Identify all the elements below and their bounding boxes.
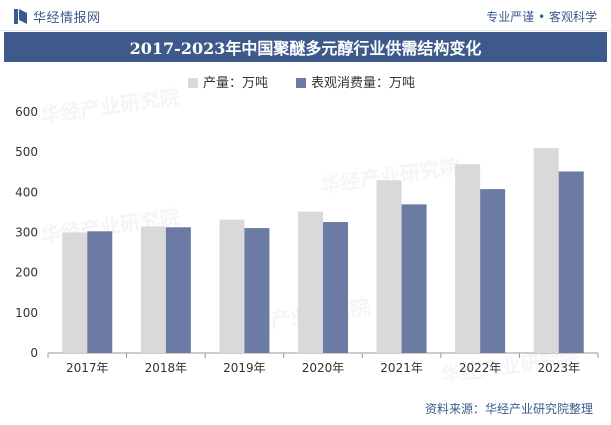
title-bar: 2017-2023年中国聚醚多元醇行业供需结构变化 (4, 32, 607, 62)
production-bar (376, 180, 402, 353)
y-tick-label: 600 (15, 105, 38, 119)
x-tick-label: 2020年 (302, 361, 345, 375)
header-bar: 华经情报网 专业严谨 • 客观科学 (0, 0, 611, 31)
brand: 华经情报网 (14, 7, 101, 26)
y-tick-label: 0 (30, 346, 38, 360)
source-note: 资料来源：华经产业研究院整理 (424, 402, 593, 416)
y-tick-label: 400 (15, 185, 38, 199)
y-tick-label: 300 (15, 226, 38, 240)
x-tick-label: 2023年 (537, 361, 580, 375)
x-tick-label: 2021年 (380, 361, 423, 375)
y-tick-label: 500 (15, 145, 38, 159)
consumption-bar (558, 171, 584, 353)
legend-label-1: 表观消费量：万吨 (311, 76, 415, 91)
tagline: 专业严谨 • 客观科学 (486, 10, 597, 24)
x-tick-label: 2018年 (145, 361, 188, 375)
production-bar (140, 226, 166, 353)
consumption-bar (480, 189, 506, 353)
chart-title: 2017-2023年中国聚醚多元醇行业供需结构变化 (129, 39, 482, 58)
y-tick-label: 100 (15, 306, 38, 320)
consumption-bar (401, 204, 427, 353)
legend-swatch-0 (188, 78, 198, 88)
consumption-bar (87, 231, 113, 353)
production-bar (62, 232, 88, 353)
brand-logo-icon (14, 9, 27, 24)
consumption-bar (165, 227, 191, 353)
bar-chart: 产量：万吨 表观消费量：万吨 0 100 200 300 400 500 600 2017年 201… (15, 76, 599, 375)
brand-name: 华经情报网 (33, 11, 101, 26)
production-bar (533, 148, 559, 353)
consumption-bar (323, 222, 348, 353)
x-tick-label: 2019年 (223, 361, 266, 375)
legend-label-0: 产量：万吨 (203, 76, 268, 91)
production-bar (298, 211, 323, 353)
x-tick-label: 2022年 (459, 361, 502, 375)
production-bar (219, 219, 245, 353)
x-tick-label: 2017年 (66, 361, 109, 375)
production-bar (455, 164, 481, 353)
consumption-bar (244, 228, 270, 353)
y-tick-label: 200 (15, 266, 38, 280)
legend-swatch-1 (296, 78, 306, 88)
